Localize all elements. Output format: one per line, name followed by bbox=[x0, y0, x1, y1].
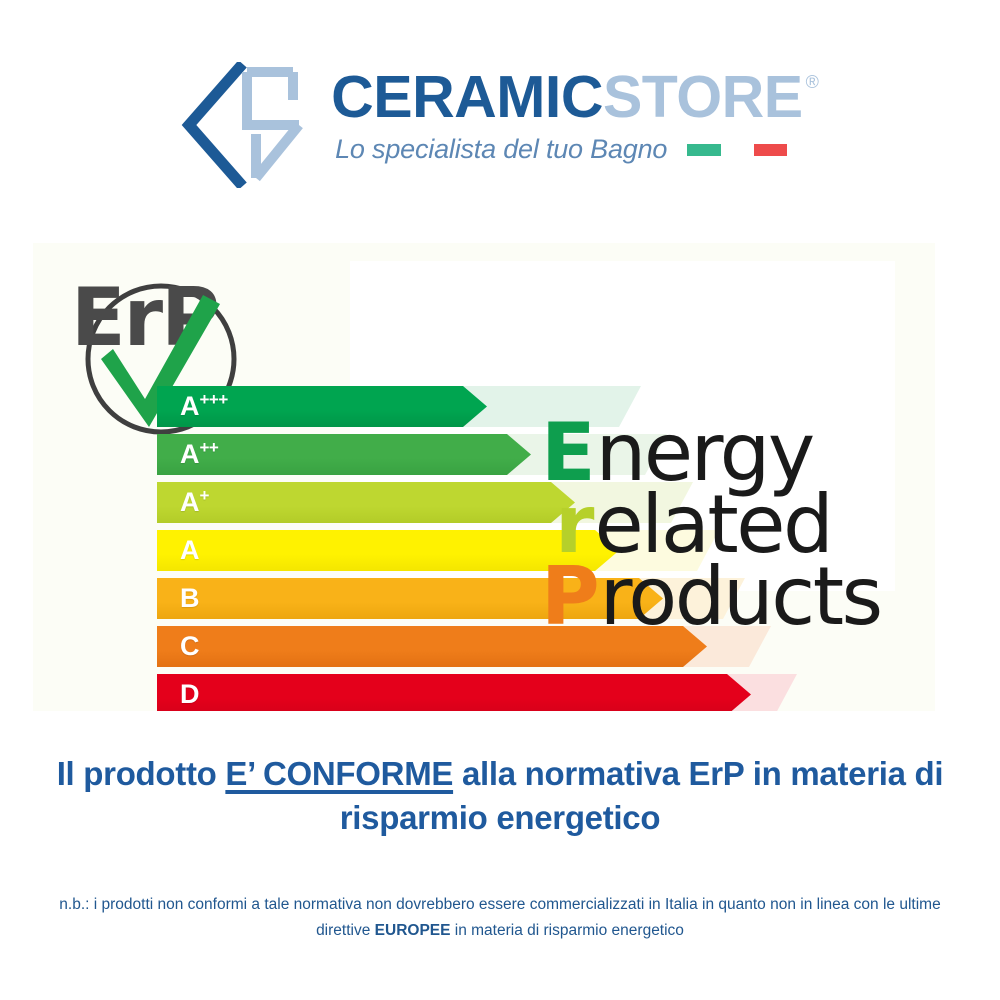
flag-stripe-red bbox=[753, 143, 788, 156]
tagline-row: Lo specialista del tuo Bagno bbox=[331, 134, 788, 165]
wordmark-block: CERAMIC STORE ® Lo specialista del tuo B… bbox=[331, 56, 819, 165]
energy-class-arrow-row: B bbox=[157, 578, 935, 619]
italian-flag-icon bbox=[687, 143, 788, 156]
energy-class-arrow-stack: A+++ A++ A+ A B C D bbox=[157, 386, 935, 711]
energy-class-label: B bbox=[180, 582, 200, 613]
energy-class-arrow-row: A++ bbox=[157, 434, 935, 475]
green-checkmark-icon bbox=[101, 295, 220, 427]
energy-class-arrow-a bbox=[157, 530, 619, 571]
wordmark: CERAMIC STORE ® bbox=[331, 64, 819, 130]
brand-header: CERAMIC STORE ® Lo specialista del tuo B… bbox=[0, 56, 1000, 196]
erp-cap-r: r bbox=[555, 478, 595, 571]
footnote-part-1: n.b.: i prodotti non conformi a tale nor… bbox=[59, 896, 941, 939]
energy-class-label: D bbox=[180, 678, 200, 709]
energy-class-arrow-row: A+++ bbox=[157, 386, 935, 427]
energy-class-arrow-row: C bbox=[157, 626, 935, 667]
circle-outline-icon bbox=[85, 283, 237, 435]
headline-before: Il prodotto bbox=[56, 755, 226, 792]
erp-certification-badge: ErP bbox=[71, 271, 237, 435]
headline-emphasis: E’ CONFORME bbox=[225, 755, 454, 792]
flag-stripe-white bbox=[720, 143, 754, 156]
erp-cap-e: E bbox=[541, 406, 596, 499]
energy-class-label: A+ bbox=[180, 485, 210, 517]
energy-class-label: C bbox=[180, 630, 200, 661]
energy-related-products-wordblock: Energy related Products bbox=[541, 413, 935, 637]
energy-class-arrow-a2 bbox=[157, 434, 531, 475]
erp-cap-p: P bbox=[541, 550, 600, 643]
erp-rest-roducts: roducts bbox=[599, 550, 884, 643]
energy-label-panel: ErP A+++ A++ A+ A B C D Energy related Product… bbox=[33, 243, 935, 711]
energy-class-arrow-c bbox=[157, 626, 707, 667]
flag-stripe-green bbox=[687, 143, 721, 156]
energy-class-label: A++ bbox=[180, 437, 219, 469]
brand-name-secondary: STORE bbox=[602, 64, 803, 130]
erp-word-line-energy: Energy bbox=[541, 413, 935, 493]
erp-word-line-related: related bbox=[541, 485, 935, 565]
energy-class-plus-superscript: +++ bbox=[199, 389, 229, 409]
footnote-part-2: in materia di risparmio energetico bbox=[450, 921, 684, 939]
energy-class-arrow-row: D bbox=[157, 674, 935, 711]
energy-class-plus-superscript: + bbox=[199, 485, 210, 505]
energy-class-arrow-a3 bbox=[157, 386, 487, 427]
energy-class-arrow-row: A+ bbox=[157, 482, 935, 523]
footnote-strong: EUROPEE bbox=[374, 921, 451, 939]
brand-name-primary: CERAMIC bbox=[331, 64, 603, 130]
energy-class-label: A+++ bbox=[180, 389, 229, 421]
energy-class-arrow-b bbox=[157, 578, 663, 619]
brand-tagline: Lo specialista del tuo Bagno bbox=[335, 134, 668, 165]
energy-class-arrow-row: A bbox=[157, 530, 935, 571]
conformity-headline: Il prodotto E’ CONFORME alla normativa E… bbox=[40, 752, 960, 839]
energy-class-label: A bbox=[180, 534, 200, 565]
energy-class-plus-superscript: ++ bbox=[199, 437, 219, 457]
energy-class-arrow-d bbox=[157, 674, 751, 711]
erp-rest-elated: elated bbox=[594, 478, 833, 571]
erp-rest-nergy: nergy bbox=[595, 406, 816, 499]
erp-word-line-products: Products bbox=[541, 557, 935, 637]
logo-lockup[interactable]: CERAMIC STORE ® Lo specialista del tuo B… bbox=[181, 56, 819, 188]
energy-class-arrow-a1 bbox=[157, 482, 575, 523]
conformity-footnote: n.b.: i prodotti non conformi a tale nor… bbox=[40, 892, 960, 943]
registered-trademark-icon: ® bbox=[805, 72, 819, 92]
ceramicstore-chevron-logo-icon bbox=[181, 62, 303, 188]
headline-after: alla normativa ErP in materia di risparm… bbox=[339, 755, 944, 836]
